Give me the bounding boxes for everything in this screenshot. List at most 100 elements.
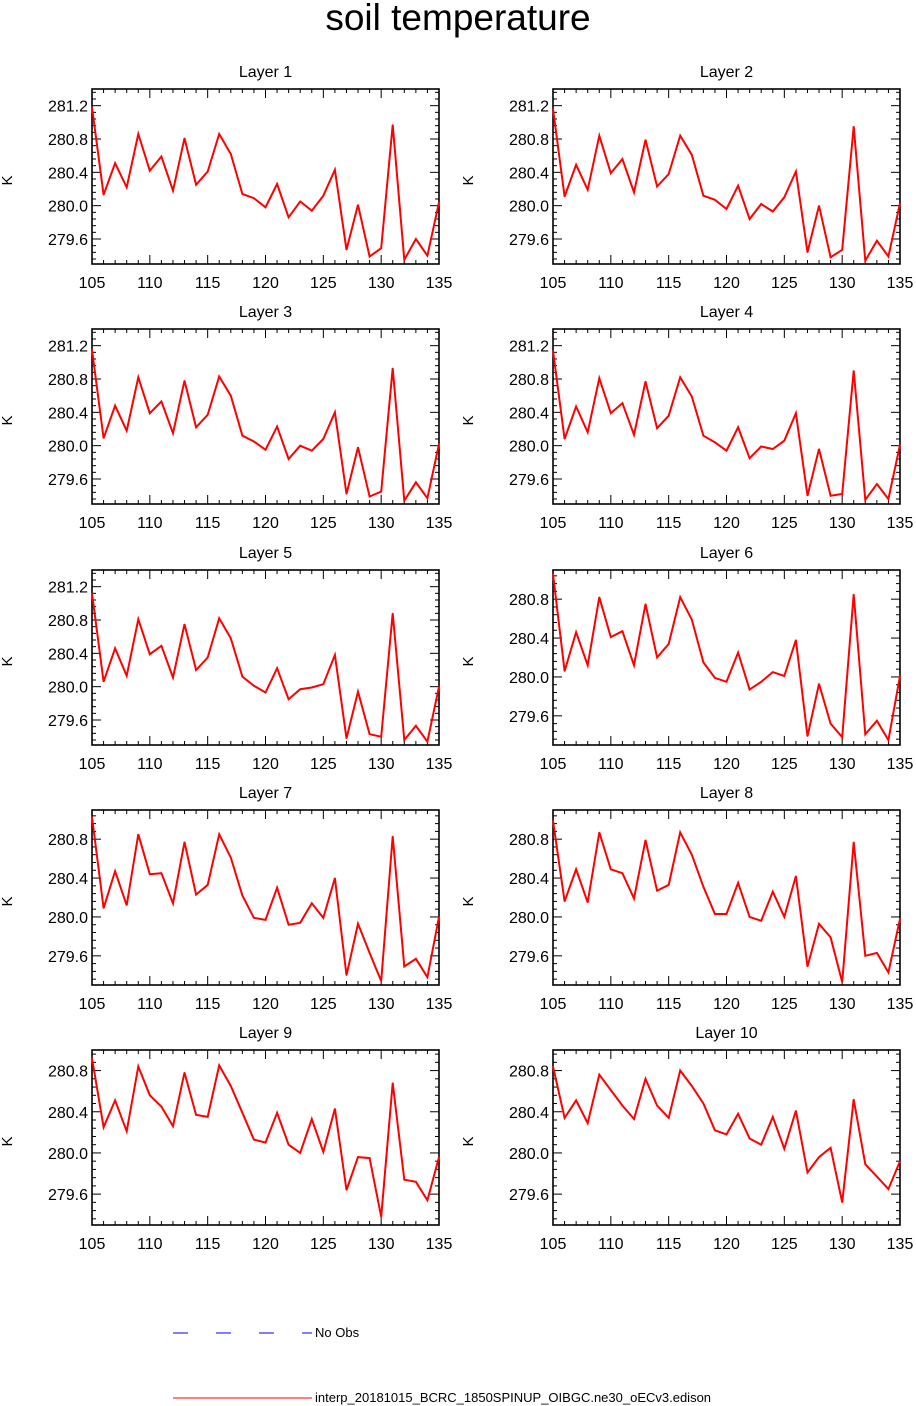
y-tick-label: 280.4 <box>509 871 549 888</box>
data-point <box>621 158 624 160</box>
y-tick-label: 281.2 <box>48 339 88 356</box>
data-point <box>149 1094 151 1096</box>
data-point <box>864 733 866 735</box>
data-point <box>438 1156 440 1158</box>
y-axis-label: K <box>460 1136 477 1146</box>
x-tick-label: 115 <box>656 515 682 532</box>
data-point <box>369 495 371 498</box>
data-point <box>899 1160 901 1162</box>
data-point <box>218 133 220 135</box>
chart-layer-1: 105 110 115 120 125 130 135 279.6 280.0 280.4 280.… <box>0 64 452 292</box>
panel-title: Layer 5 <box>239 545 292 562</box>
x-tick-label: 120 <box>713 1236 740 1253</box>
data-point <box>644 380 647 383</box>
data-point <box>102 907 105 909</box>
x-tick-label: 130 <box>829 756 856 773</box>
data-point <box>403 259 405 261</box>
x-tick-label: 135 <box>426 756 453 773</box>
x-tick-label: 120 <box>713 756 740 773</box>
data-point <box>887 739 890 741</box>
data-point <box>806 1171 809 1174</box>
data-point <box>264 1142 267 1144</box>
data-point <box>114 870 116 872</box>
chart-layer-10: 105 110 115 120 125 130 135 279.6 280.0 280.4 280.… <box>460 1025 913 1253</box>
data-point <box>426 741 429 743</box>
data-point <box>563 195 566 198</box>
data-point <box>668 1117 670 1119</box>
data-point <box>853 593 855 595</box>
data-point <box>334 1108 336 1110</box>
data-point <box>183 841 186 843</box>
data-point <box>806 495 809 497</box>
panel-title: Layer 10 <box>695 1025 757 1042</box>
data-point <box>345 737 348 739</box>
x-tick-label: 130 <box>368 275 395 292</box>
data-point <box>783 916 785 918</box>
y-tick-label: 280.4 <box>509 1105 549 1122</box>
data-point <box>299 922 301 924</box>
data-point <box>114 162 116 164</box>
data-point <box>126 186 128 188</box>
data-point <box>783 196 785 198</box>
data-point <box>760 445 762 448</box>
data-point <box>887 498 890 500</box>
data-point <box>610 412 612 414</box>
y-tick-label: 280.0 <box>509 439 549 456</box>
y-tick-label: 281.2 <box>509 99 549 116</box>
data-point <box>126 904 128 906</box>
data-point <box>91 816 93 818</box>
data-point <box>806 251 809 253</box>
data-point <box>783 1148 785 1150</box>
data-point <box>876 720 878 722</box>
data-point <box>691 1085 693 1087</box>
data-point <box>587 901 589 903</box>
x-tick-label: 130 <box>829 996 856 1013</box>
data-point <box>702 435 704 437</box>
data-point <box>102 681 105 683</box>
data-point <box>334 877 336 879</box>
data-point <box>149 873 151 875</box>
y-tick-label: 280.8 <box>509 592 549 609</box>
x-tick-label: 135 <box>887 1236 914 1253</box>
y-tick-label: 280.4 <box>48 646 88 663</box>
series-line <box>91 349 440 504</box>
y-tick-label: 279.6 <box>48 472 88 489</box>
data-point <box>276 425 278 428</box>
data-point <box>380 980 382 982</box>
data-point <box>806 735 809 737</box>
data-point <box>725 1133 728 1136</box>
data-point <box>841 1201 843 1203</box>
series-line <box>91 1058 440 1217</box>
data-point <box>737 426 739 428</box>
data-point <box>841 493 843 495</box>
data-point <box>714 677 716 679</box>
data-point <box>357 691 359 693</box>
data-point <box>830 1147 832 1149</box>
x-tick-label: 125 <box>771 1236 798 1253</box>
data-point <box>311 902 313 904</box>
data-point <box>621 402 624 404</box>
data-point <box>415 958 417 960</box>
data-point <box>230 857 232 859</box>
data-point <box>760 203 762 205</box>
y-tick-label: 280.4 <box>48 165 88 182</box>
data-point <box>195 184 197 186</box>
x-tick-label: 105 <box>540 515 567 532</box>
data-point <box>598 831 600 833</box>
data-point <box>806 965 809 968</box>
x-tick-label: 135 <box>426 996 453 1013</box>
data-point <box>345 493 348 495</box>
data-point <box>668 884 670 886</box>
x-tick-label: 110 <box>137 756 163 773</box>
y-tick-label: 280.8 <box>509 832 549 849</box>
data-point <box>264 691 267 694</box>
x-tick-label: 115 <box>195 1236 221 1253</box>
y-axis-label: K <box>460 415 477 425</box>
data-point <box>552 108 554 110</box>
panel-title: Layer 4 <box>700 304 753 321</box>
data-point <box>795 639 797 641</box>
x-tick-label: 135 <box>426 275 453 292</box>
data-point <box>656 656 658 659</box>
data-point <box>760 681 762 683</box>
data-point <box>552 820 554 822</box>
